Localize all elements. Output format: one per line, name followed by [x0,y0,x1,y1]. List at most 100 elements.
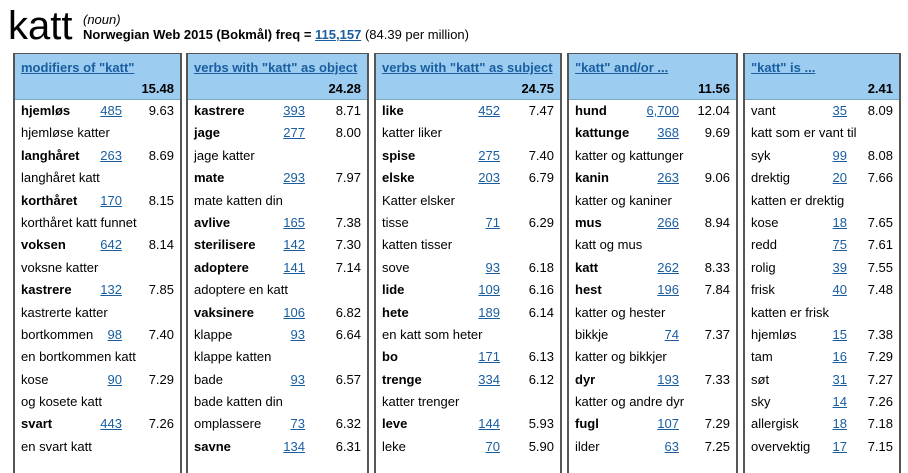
example-row[interactable]: katter og kattunger [569,145,736,167]
frequency-link[interactable]: 115,157 [315,27,362,42]
column-title-link[interactable]: "katt" and/or ... [575,60,669,75]
collocate-frequency-link[interactable]: 39 [832,259,847,275]
collocate-frequency-link[interactable]: 368 [657,125,679,141]
collocate-frequency-link[interactable]: 144 [478,416,500,432]
example-text[interactable]: mate katten din [194,192,283,208]
collocate-frequency-link[interactable]: 134 [283,438,305,454]
example-text[interactable]: Katter elsker [382,192,455,208]
collocate-frequency-link[interactable]: 14 [832,394,847,410]
example-row[interactable]: korthåret katt funnet [15,212,180,234]
collocate-frequency-link[interactable]: 109 [478,282,500,298]
collocate-frequency-link[interactable]: 171 [478,349,500,365]
example-text[interactable]: katter og kaniner [575,192,672,208]
example-text[interactable]: katt og mus [575,237,643,253]
collocate-frequency-link[interactable]: 262 [657,259,679,275]
example-text[interactable]: og kosete katt [21,394,102,410]
collocate-frequency-link[interactable]: 485 [100,103,122,118]
example-text[interactable]: hjemløse katter [21,125,110,141]
collocate-frequency-link[interactable]: 293 [283,170,305,186]
collocate-frequency-link[interactable]: 275 [478,147,500,163]
column-title-link[interactable]: verbs with "katt" as object [194,60,358,75]
collocate-frequency-link[interactable]: 35 [832,103,847,118]
collocate-frequency-link[interactable]: 106 [283,304,305,320]
collocate-frequency-link[interactable]: 16 [832,349,847,365]
collocate-frequency-link[interactable]: 263 [657,170,679,186]
collocate-frequency-link[interactable]: 75 [832,237,847,253]
collocate-frequency-link[interactable]: 93 [485,259,500,275]
collocate-frequency-link[interactable]: 277 [283,125,305,141]
example-text[interactable]: klappe katten [194,349,272,365]
collocate-frequency-link[interactable]: 142 [283,237,305,253]
collocate-frequency-link[interactable]: 73 [290,416,305,432]
example-row[interactable]: klappe katten [188,346,367,368]
collocate-frequency-link[interactable]: 165 [283,214,305,230]
collocate-frequency-link[interactable]: 93 [290,326,305,342]
example-text[interactable]: kastrerte katter [21,304,108,320]
example-text[interactable]: adoptere en katt [194,282,288,298]
example-row[interactable]: hjemløse katter [15,122,180,144]
collocate-frequency-link[interactable]: 266 [657,214,679,230]
example-row[interactable]: en svart katt [15,436,180,458]
example-text[interactable]: langhåret katt [21,170,100,186]
example-text[interactable]: en svart katt [21,438,92,454]
example-text[interactable]: katten er drektig [751,192,845,208]
example-text[interactable]: jage katter [194,147,255,163]
collocate-frequency-link[interactable]: 99 [832,147,847,163]
example-text[interactable]: katter og bikkjer [575,349,667,365]
collocate-frequency-link[interactable]: 193 [657,371,679,387]
collocate-frequency-link[interactable]: 71 [485,214,500,230]
example-text[interactable]: katter og hester [575,304,666,320]
example-text[interactable]: katter trenger [382,394,460,410]
column-title-link[interactable]: verbs with "katt" as subject [382,60,553,75]
example-row[interactable]: katter liker [376,122,560,144]
collocate-frequency-link[interactable]: 6,700 [646,103,679,118]
collocate-frequency-link[interactable]: 170 [100,192,122,208]
example-row[interactable]: en bortkommen katt [15,346,180,368]
collocate-frequency-link[interactable]: 334 [478,371,500,387]
collocate-frequency-link[interactable]: 20 [832,170,847,186]
collocate-frequency-link[interactable]: 40 [832,282,847,298]
collocate-frequency-link[interactable]: 18 [832,416,847,432]
collocate-frequency-link[interactable]: 63 [664,438,679,454]
collocate-frequency-link[interactable]: 443 [100,416,122,432]
example-row[interactable]: katt som er vant til [745,122,899,144]
collocate-frequency-link[interactable]: 132 [100,282,122,298]
collocate-frequency-link[interactable]: 74 [664,326,679,342]
column-title-link[interactable]: modifiers of "katt" [21,60,135,75]
column-title-link[interactable]: "katt" is ... [751,60,816,75]
example-row[interactable]: katter og bikkjer [569,346,736,368]
collocate-frequency-link[interactable]: 15 [832,326,847,342]
example-text[interactable]: bade katten din [194,394,283,410]
example-row[interactable]: katt og mus [569,234,736,256]
example-text[interactable]: katter og andre dyr [575,394,685,410]
example-row[interactable]: katter og kaniner [569,190,736,212]
example-row[interactable]: voksne katter [15,257,180,279]
example-row[interactable]: og kosete katt [15,391,180,413]
example-text[interactable]: katt som er vant til [751,125,857,141]
example-row[interactable]: katten er drektig [745,190,899,212]
example-row[interactable]: langhåret katt [15,167,180,189]
collocate-frequency-link[interactable]: 189 [478,304,500,320]
example-text[interactable]: katten er frisk [751,304,830,320]
example-text[interactable]: voksne katter [21,259,99,275]
collocate-frequency-link[interactable]: 17 [832,438,847,454]
example-row[interactable]: jage katter [188,145,367,167]
example-text[interactable]: en katt som heter [382,326,483,342]
example-row[interactable]: Katter elsker [376,190,560,212]
example-row[interactable]: katten tisser [376,234,560,256]
example-text[interactable]: katter liker [382,125,442,141]
collocate-frequency-link[interactable]: 31 [832,371,847,387]
collocate-frequency-link[interactable]: 203 [478,170,500,186]
example-text[interactable]: katten tisser [382,237,453,253]
example-row[interactable]: adoptere en katt [188,279,367,301]
example-text[interactable]: korthåret katt funnet [21,214,137,230]
example-row[interactable]: katter og andre dyr [569,391,736,413]
example-row[interactable]: mate katten din [188,190,367,212]
example-row[interactable]: katter trenger [376,391,560,413]
example-text[interactable]: en bortkommen katt [21,349,136,365]
collocate-frequency-link[interactable]: 107 [657,416,679,432]
collocate-frequency-link[interactable]: 18 [832,214,847,230]
collocate-frequency-link[interactable]: 141 [283,259,305,275]
example-row[interactable]: en katt som heter [376,324,560,346]
collocate-frequency-link[interactable]: 90 [107,371,122,387]
